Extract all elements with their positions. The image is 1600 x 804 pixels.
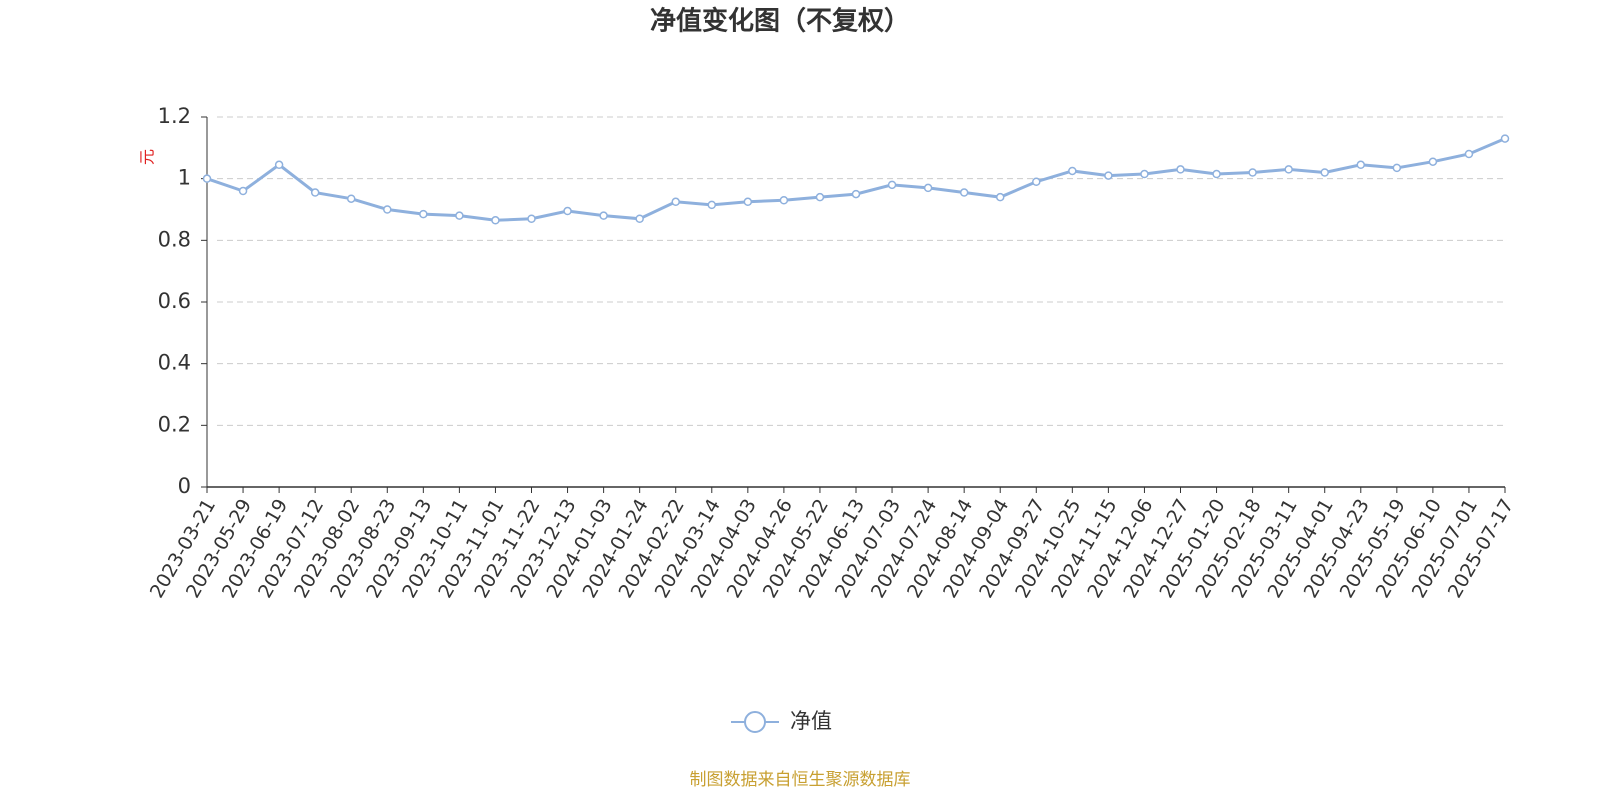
data-point bbox=[1500, 134, 1510, 143]
data-point bbox=[419, 209, 428, 219]
data-point bbox=[1140, 169, 1149, 179]
data-point bbox=[707, 200, 717, 210]
data-point bbox=[1032, 177, 1041, 186]
data-point bbox=[383, 205, 392, 214]
data-point bbox=[1428, 157, 1438, 166]
data-point bbox=[887, 180, 897, 190]
data-point bbox=[1104, 171, 1113, 180]
data-point bbox=[779, 196, 789, 205]
data-point bbox=[923, 183, 933, 193]
data-point bbox=[527, 214, 536, 223]
y-tick-label: 0.8 bbox=[158, 227, 191, 251]
data-point bbox=[995, 192, 1005, 202]
source-note: 制图数据来自恒生聚源数据库 bbox=[690, 770, 911, 790]
y-tick-label: 0.2 bbox=[158, 412, 191, 436]
data-point bbox=[455, 211, 464, 220]
y-tick-label: 0.4 bbox=[158, 351, 191, 375]
data-point bbox=[1320, 168, 1329, 177]
y-tick-label: 0.6 bbox=[158, 289, 191, 313]
data-point bbox=[1068, 166, 1077, 176]
y-tick-label: 1 bbox=[178, 166, 191, 190]
data-point bbox=[635, 214, 644, 223]
data-point bbox=[1176, 165, 1185, 174]
data-point bbox=[1284, 165, 1293, 174]
data-point bbox=[959, 188, 969, 197]
data-point bbox=[346, 194, 356, 203]
data-point bbox=[491, 216, 500, 225]
data-point bbox=[671, 197, 680, 207]
data-point bbox=[1464, 149, 1474, 159]
y-axis-label: 元 bbox=[138, 149, 157, 165]
y-tick-label: 1.2 bbox=[158, 104, 191, 128]
data-point bbox=[274, 160, 284, 170]
data-point bbox=[1212, 169, 1221, 179]
data-point bbox=[1392, 163, 1402, 173]
data-point bbox=[310, 188, 320, 197]
legend-label: 净值 bbox=[790, 709, 832, 733]
data-line bbox=[206, 137, 1506, 222]
data-point bbox=[1248, 168, 1257, 177]
data-point bbox=[743, 197, 753, 207]
chart-title: 净值变化图（不复权） bbox=[650, 6, 910, 37]
data-point bbox=[238, 186, 248, 196]
data-point bbox=[563, 206, 572, 216]
data-point bbox=[599, 211, 608, 220]
data-point bbox=[815, 192, 825, 202]
data-point bbox=[202, 174, 212, 183]
y-tick-label: 0 bbox=[178, 474, 191, 498]
data-point bbox=[1356, 160, 1366, 170]
data-point bbox=[851, 189, 861, 199]
legend-marker bbox=[744, 711, 766, 733]
